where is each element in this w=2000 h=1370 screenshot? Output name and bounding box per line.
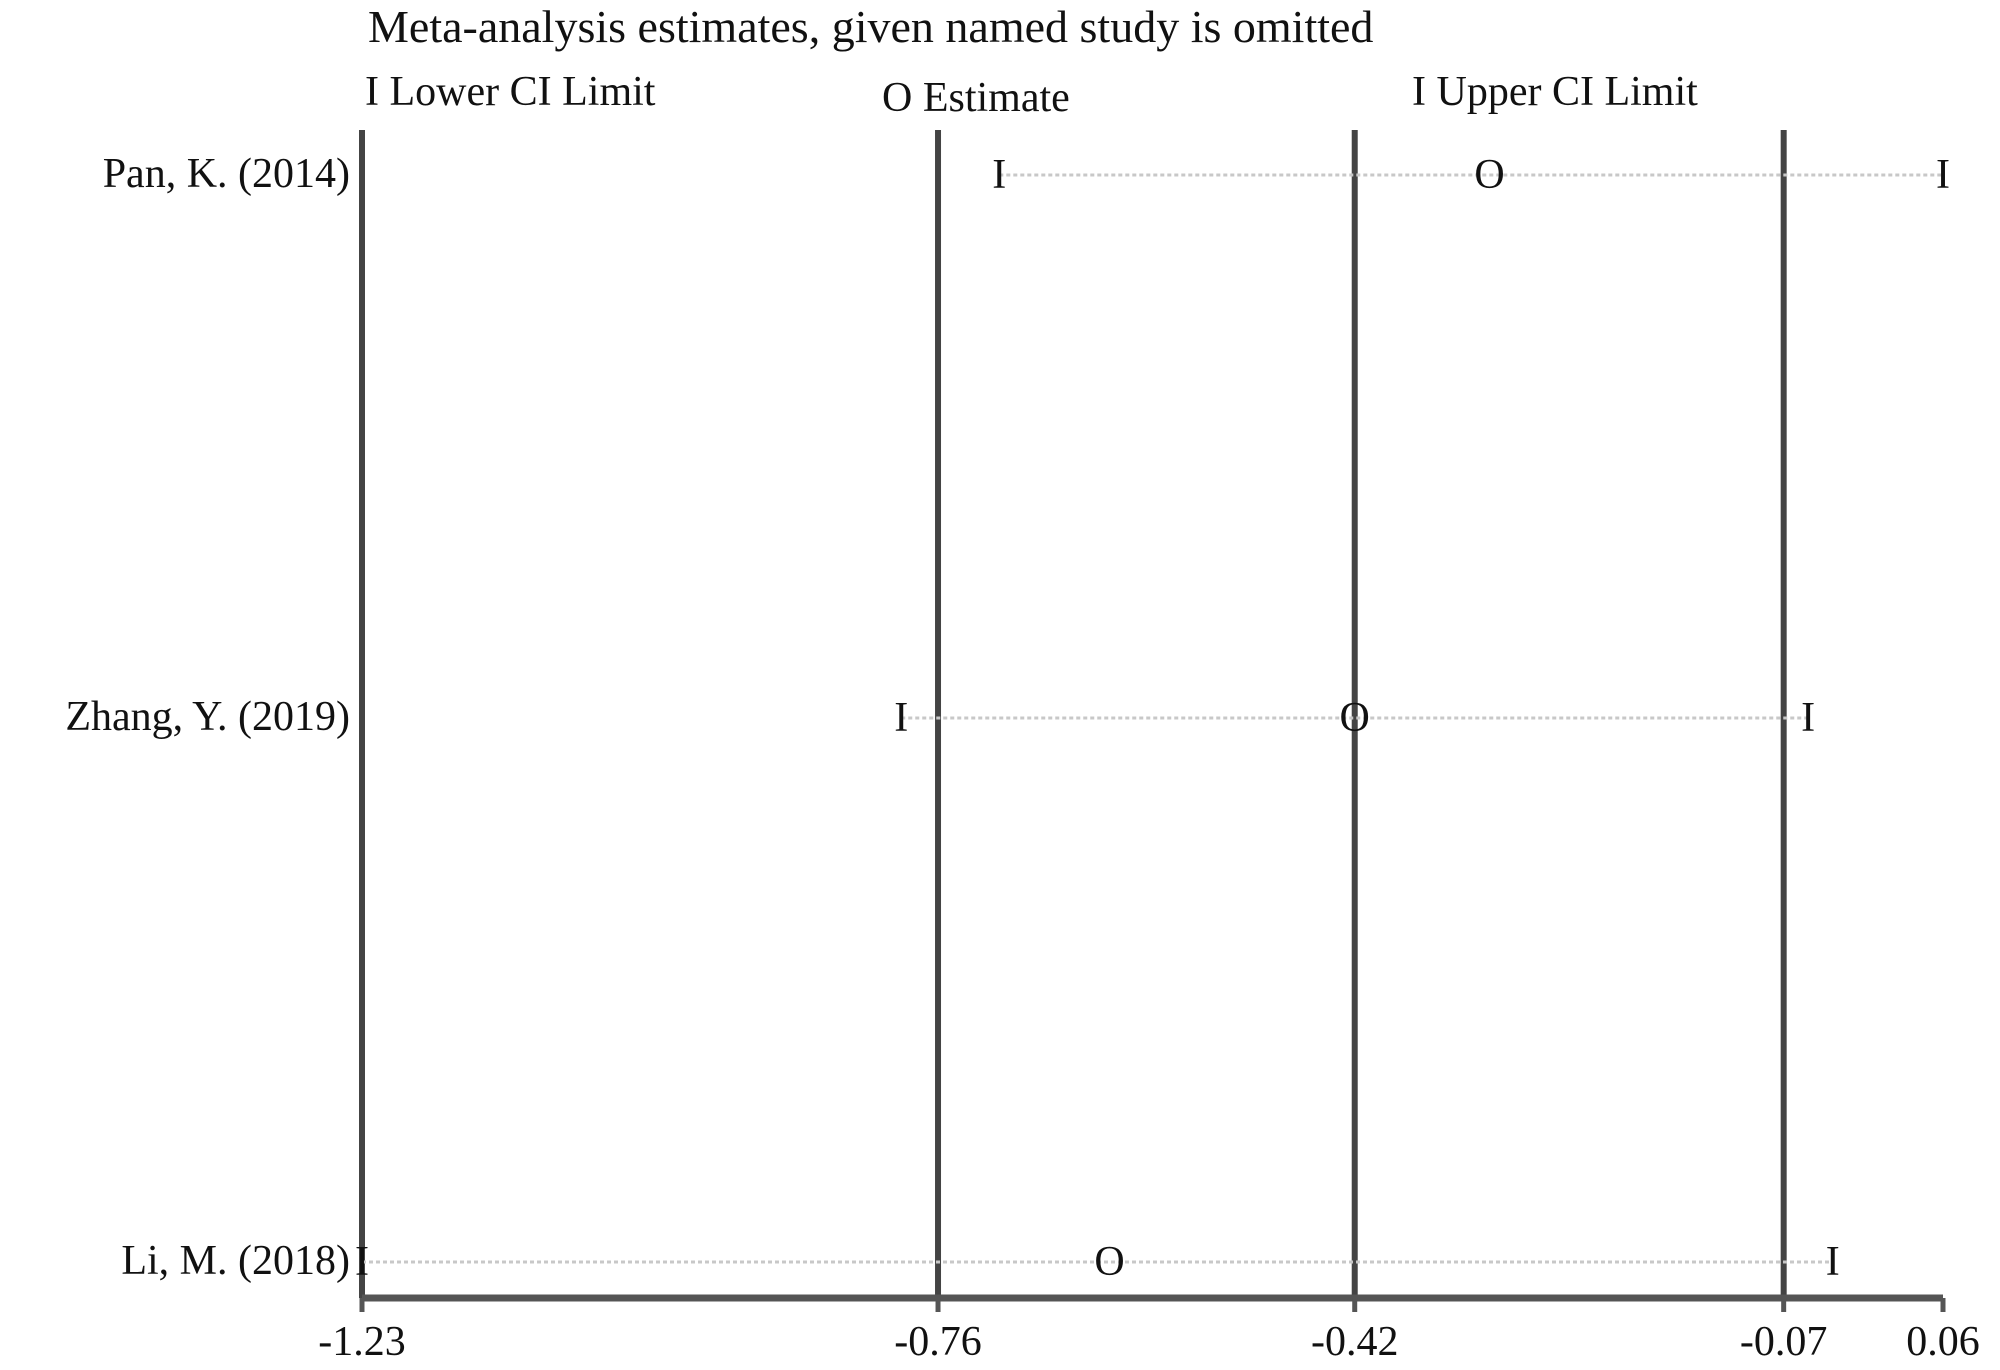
upper-ci-marker-1: I [1801,695,1816,741]
legend-estimate-symbol: O [882,75,913,121]
estimate-marker-0: O [1474,152,1505,198]
lower-ci-marker-1: I [894,695,909,741]
legend-upper-label: Upper CI Limit [1436,69,1698,115]
estimate-marker-1: O [1339,695,1370,741]
chart-title: Meta-analysis estimates, given named stu… [368,1,1374,52]
x-tick-label-2: -0.42 [1310,1319,1399,1365]
legend-lower-label: Lower CI Limit [389,69,656,115]
study-label-2: Li, M. (2018) [121,1238,350,1284]
upper-ci-marker-0: I [1936,152,1950,198]
lower-ci-marker-2: I [355,1239,369,1285]
x-tick-label-4: 0.06 [1906,1319,1980,1365]
x-tick-label-1: -0.76 [894,1319,982,1365]
x-tick-label-0: -1.23 [318,1319,406,1365]
legend-estimate-label: Estimate [922,75,1070,121]
lower-ci-marker-0: I [992,152,1007,198]
legend-upper-symbol: I [1412,69,1426,115]
upper-ci-marker-2: I [1825,1239,1840,1285]
x-tick-label-3: -0.07 [1739,1319,1828,1365]
study-label-0: Pan, K. (2014) [102,151,350,197]
legend-upper-ci: I Upper CI Limit [1412,68,1698,116]
estimate-marker-2: O [1094,1239,1125,1285]
legend-estimate: O Estimate [882,74,1070,122]
legend-lower-symbol: I [365,69,379,115]
study-label-1: Zhang, Y. (2019) [65,694,350,740]
legend-lower-ci: I Lower CI Limit [365,68,655,116]
